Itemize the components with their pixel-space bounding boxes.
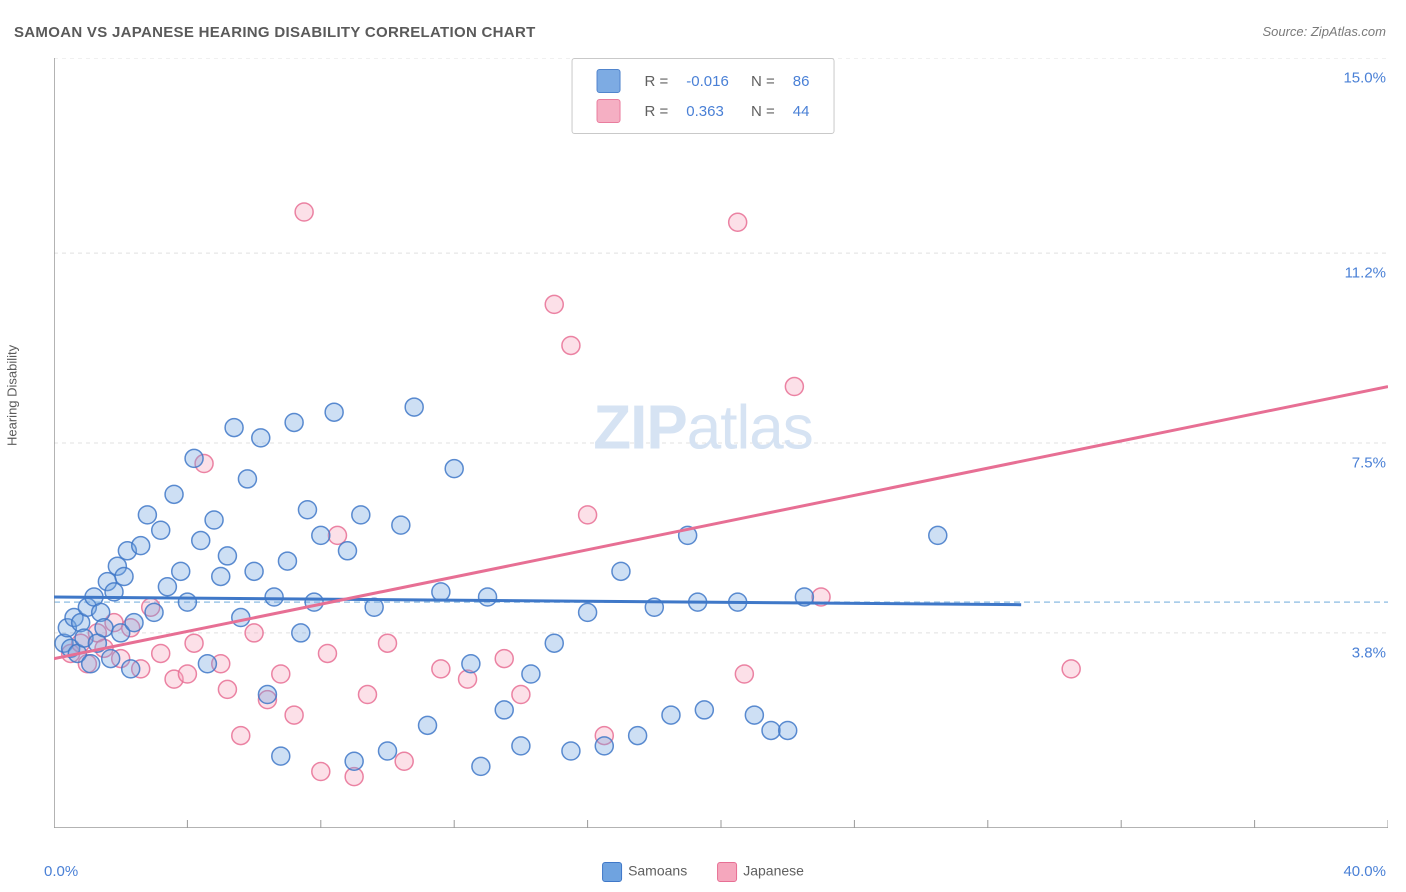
legend-swatch (597, 99, 621, 123)
r-label: R = (637, 67, 677, 95)
legend-swatch (597, 69, 621, 93)
legend-item: Japanese (717, 862, 804, 882)
y-tick-label: 11.2% (1345, 265, 1386, 282)
legend-swatch (717, 862, 737, 882)
n-value: 44 (785, 97, 818, 125)
y-tick-label: 3.8% (1352, 644, 1386, 661)
x-axis-min-label: 0.0% (44, 863, 78, 880)
stats-row: R =-0.016 N =86 (589, 67, 818, 95)
n-label: N = (739, 97, 783, 125)
n-label: N = (739, 67, 783, 95)
source-name: ZipAtlas.com (1311, 24, 1386, 39)
legend-swatch (602, 862, 622, 882)
y-tick-label: 15.0% (1343, 70, 1386, 87)
r-value: -0.016 (678, 67, 737, 95)
y-axis-label: Hearing Disability (5, 345, 20, 446)
stats-legend: R =-0.016 N =86R =0.363 N =44 (572, 58, 835, 134)
source-attr: Source: ZipAtlas.com (1262, 24, 1386, 39)
chart-title: SAMOAN VS JAPANESE HEARING DISABILITY CO… (14, 24, 536, 41)
r-value: 0.363 (678, 97, 737, 125)
legend-label: Samoans (628, 863, 687, 879)
legend-item: Samoans (602, 862, 687, 882)
x-axis-max-label: 40.0% (1343, 863, 1386, 880)
source-prefix: Source: (1262, 24, 1310, 39)
n-value: 86 (785, 67, 818, 95)
stats-row: R =0.363 N =44 (589, 97, 818, 125)
y-tick-label: 7.5% (1352, 455, 1386, 472)
r-label: R = (637, 97, 677, 125)
scatter-plot (54, 58, 1388, 828)
legend-label: Japanese (743, 863, 804, 879)
bottom-legend: Samoans Japanese (602, 862, 804, 882)
